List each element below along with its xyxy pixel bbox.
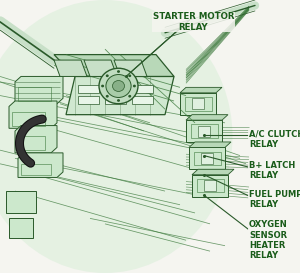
Bar [132,96,153,104]
Bar [190,124,218,138]
Circle shape [112,81,124,91]
Circle shape [101,85,104,87]
Polygon shape [189,142,231,147]
Text: B+ LATCH
RELAY: B+ LATCH RELAY [249,161,295,180]
Circle shape [133,85,136,87]
Polygon shape [189,147,225,169]
Bar [6,191,36,213]
Polygon shape [15,126,57,153]
Text: A/C CLUTCH
RELAY: A/C CLUTCH RELAY [249,129,300,149]
Bar [9,218,33,238]
Polygon shape [66,76,174,115]
Bar [204,180,216,191]
Bar [198,126,210,136]
Bar [12,112,45,126]
Text: FUEL PUMP
RELAY: FUEL PUMP RELAY [249,189,300,209]
Polygon shape [84,60,117,76]
Polygon shape [192,169,234,175]
Circle shape [117,99,120,102]
Polygon shape [186,120,222,142]
Polygon shape [9,101,57,128]
Bar [184,97,212,111]
Polygon shape [15,76,63,104]
Polygon shape [192,175,228,197]
Ellipse shape [0,0,232,273]
Polygon shape [54,60,87,76]
Circle shape [106,75,109,77]
Polygon shape [180,93,216,115]
Bar [192,98,204,109]
Text: STARTER MOTOR
RELAY: STARTER MOTOR RELAY [153,12,234,32]
Circle shape [106,95,109,97]
Polygon shape [54,55,174,76]
Circle shape [128,75,131,77]
Bar [105,96,126,104]
Polygon shape [18,153,63,177]
Circle shape [128,95,131,97]
Polygon shape [114,60,147,76]
Circle shape [117,70,120,73]
Bar [201,153,213,164]
Bar [78,85,99,93]
Bar [18,136,45,150]
Bar [78,96,99,104]
Bar [21,164,51,175]
Text: OXYGEN
SENSOR
HEATER
RELAY: OXYGEN SENSOR HEATER RELAY [249,220,288,260]
Polygon shape [186,115,228,120]
Polygon shape [180,87,222,93]
Bar [194,152,220,165]
Bar [196,179,224,192]
Bar [132,85,153,93]
Bar [18,87,51,101]
Circle shape [99,68,138,104]
Bar [105,85,126,93]
Circle shape [106,75,131,97]
